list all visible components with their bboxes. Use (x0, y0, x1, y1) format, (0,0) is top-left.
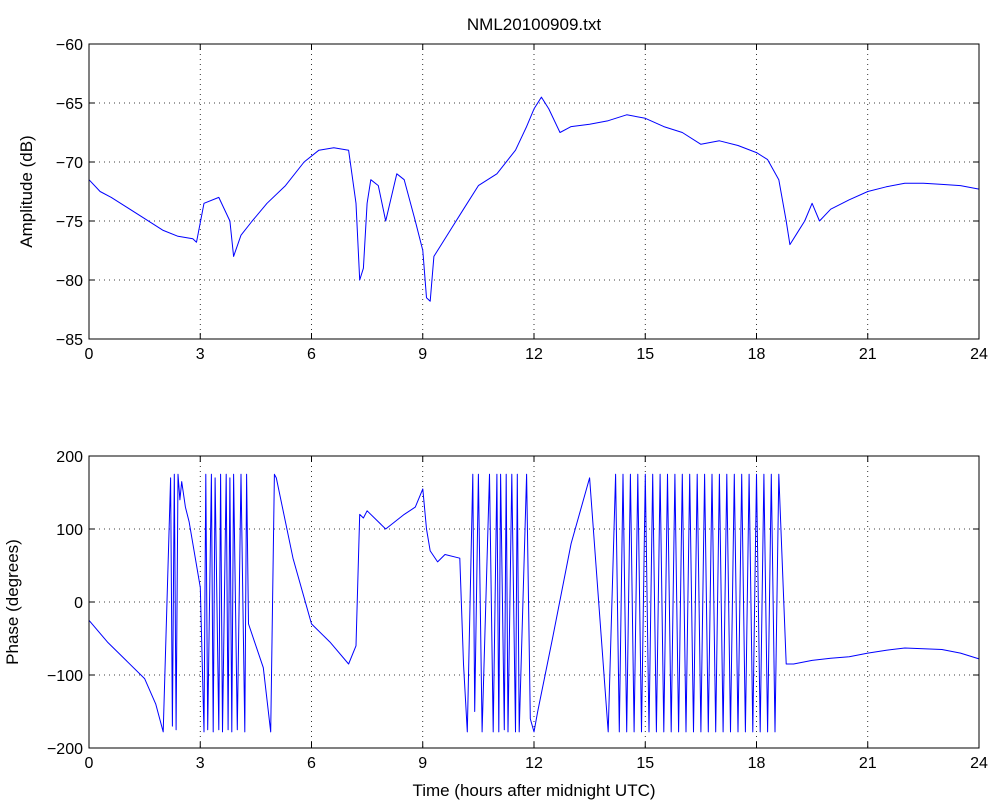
amplitude-plot: 0 3 6 9 12 15 18 21 24 −85 −80 −75 −70 −65 −60 Amplitud… (17, 37, 988, 363)
amplitude-xtick-label: 18 (748, 346, 766, 363)
phase-plot: 0 3 6 9 12 15 18 21 24 −200 −100 0 100 200 Phase (degr… (3, 449, 988, 800)
phase-series-line (88, 473, 980, 733)
phase-ytick-label: 100 (56, 522, 83, 539)
phase-xtick-label: 0 (85, 755, 94, 772)
phase-xtick-label: 3 (196, 755, 205, 772)
phase-xtick-label: 18 (748, 755, 766, 772)
phase-ytick-label: 0 (74, 595, 83, 612)
phase-ytick-label: −100 (47, 668, 83, 685)
phase-ytick-label: 200 (56, 449, 83, 466)
amplitude-ytick-label: −70 (56, 155, 83, 172)
amplitude-xtick-label: 12 (525, 346, 543, 363)
phase-xtick-label: 15 (636, 755, 654, 772)
amplitude-xtick-label: 0 (85, 346, 94, 363)
amplitude-xtick-label: 3 (196, 346, 205, 363)
amplitude-ylabel: Amplitude (dB) (17, 135, 36, 247)
phase-ylabel: Phase (degrees) (3, 539, 22, 665)
phase-xtick-label: 12 (525, 755, 543, 772)
amplitude-ytick-label: −80 (56, 273, 83, 290)
amplitude-ytick-label: −60 (56, 37, 83, 54)
phase-xtick-label: 6 (307, 755, 316, 772)
amplitude-ytick-label: −75 (56, 214, 83, 231)
amplitude-xtick-label: 15 (636, 346, 654, 363)
amplitude-ytick-label: −85 (56, 332, 83, 349)
amplitude-xtick-label: 24 (970, 346, 988, 363)
phase-xtick-label: 9 (418, 755, 427, 772)
amplitude-xtick-label: 21 (859, 346, 877, 363)
chart-title: NML20100909.txt (467, 15, 601, 34)
phase-ytick-label: −200 (47, 741, 83, 758)
amplitude-series-line (88, 96, 980, 302)
amplitude-xtick-label: 6 (307, 346, 316, 363)
phase-xtick-label: 21 (859, 755, 877, 772)
amplitude-ytick-label: −65 (56, 96, 83, 113)
phase-xlabel: Time (hours after midnight UTC) (412, 781, 655, 800)
phase-xtick-label: 24 (970, 755, 988, 772)
amplitude-xtick-label: 9 (418, 346, 427, 363)
